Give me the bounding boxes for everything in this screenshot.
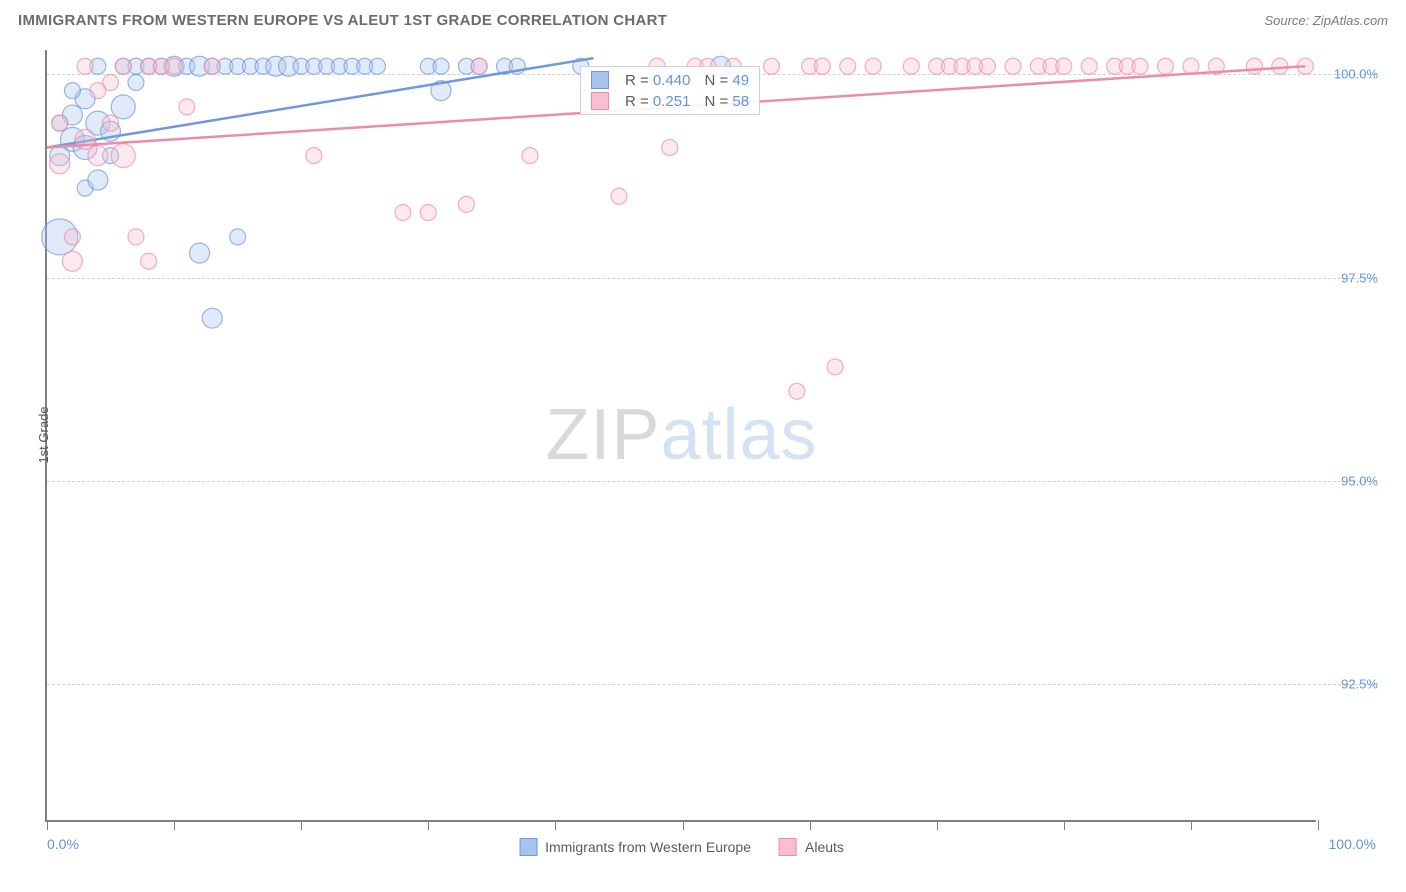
data-point: [202, 308, 222, 328]
x-max-label: 100.0%: [1329, 836, 1376, 852]
source-label: Source: ZipAtlas.com: [1264, 13, 1388, 28]
data-point: [111, 95, 135, 119]
data-point: [662, 140, 678, 156]
data-point: [522, 148, 538, 164]
data-point: [1157, 58, 1173, 74]
data-point: [88, 170, 108, 190]
stats-swatch: [591, 92, 609, 110]
data-point: [1056, 58, 1072, 74]
data-point: [395, 205, 411, 221]
data-point: [77, 58, 93, 74]
data-point: [306, 148, 322, 164]
data-point: [840, 58, 856, 74]
stats-n-value: N = 58: [704, 93, 749, 110]
stats-r-value: R = 0.251: [625, 93, 690, 110]
legend-label: Immigrants from Western Europe: [545, 839, 751, 855]
data-point: [166, 58, 182, 74]
bottom-legend: Immigrants from Western Europe Aleuts: [519, 838, 844, 856]
legend-label: Aleuts: [805, 839, 844, 855]
data-point: [369, 58, 385, 74]
data-point: [88, 146, 108, 166]
data-point: [1081, 58, 1097, 74]
chart-container: 1st Grade 92.5%95.0%97.5%100.0% ZIPatlas…: [45, 50, 1316, 822]
data-point: [115, 58, 131, 74]
x-tick: [1318, 820, 1319, 830]
data-point: [1246, 58, 1262, 74]
chart-title: IMMIGRANTS FROM WESTERN EUROPE VS ALEUT …: [18, 12, 667, 29]
data-point: [62, 251, 82, 271]
data-point: [204, 58, 220, 74]
legend-swatch: [519, 838, 537, 856]
data-point: [64, 83, 80, 99]
y-tick-label: 92.5%: [1341, 676, 1378, 691]
x-min-label: 0.0%: [47, 836, 79, 852]
data-point: [141, 253, 157, 269]
data-point: [52, 115, 68, 131]
y-tick-label: 97.5%: [1341, 270, 1378, 285]
legend-item: Immigrants from Western Europe: [519, 838, 751, 856]
chart-header: IMMIGRANTS FROM WESTERN EUROPE VS ALEUT …: [0, 0, 1406, 37]
data-point: [1272, 58, 1288, 74]
data-point: [763, 58, 779, 74]
data-point: [230, 229, 246, 245]
data-point: [50, 154, 70, 174]
y-tick-label: 95.0%: [1341, 473, 1378, 488]
data-point: [611, 188, 627, 204]
correlation-stats-box: R = 0.440 N = 49 R = 0.251 N = 58: [580, 66, 760, 115]
data-point: [190, 243, 210, 263]
data-point: [980, 58, 996, 74]
data-point: [103, 75, 119, 91]
data-point: [471, 58, 487, 74]
data-point: [458, 196, 474, 212]
legend-item: Aleuts: [779, 838, 844, 856]
plot-area: [47, 50, 1318, 822]
data-point: [433, 58, 449, 74]
data-point: [64, 229, 80, 245]
data-point: [1005, 58, 1021, 74]
data-point: [1183, 58, 1199, 74]
data-point: [827, 359, 843, 375]
data-point: [103, 115, 119, 131]
data-point: [420, 205, 436, 221]
data-point: [179, 99, 195, 115]
stats-r-value: R = 0.440: [625, 72, 690, 89]
data-point: [789, 383, 805, 399]
data-point: [128, 229, 144, 245]
legend-swatch: [779, 838, 797, 856]
stats-n-value: N = 49: [704, 72, 749, 89]
data-point: [111, 144, 135, 168]
data-point: [1132, 58, 1148, 74]
data-point: [128, 75, 144, 91]
data-point: [814, 58, 830, 74]
data-point: [865, 58, 881, 74]
stats-swatch: [591, 71, 609, 89]
data-point: [903, 58, 919, 74]
y-tick-label: 100.0%: [1334, 67, 1378, 82]
